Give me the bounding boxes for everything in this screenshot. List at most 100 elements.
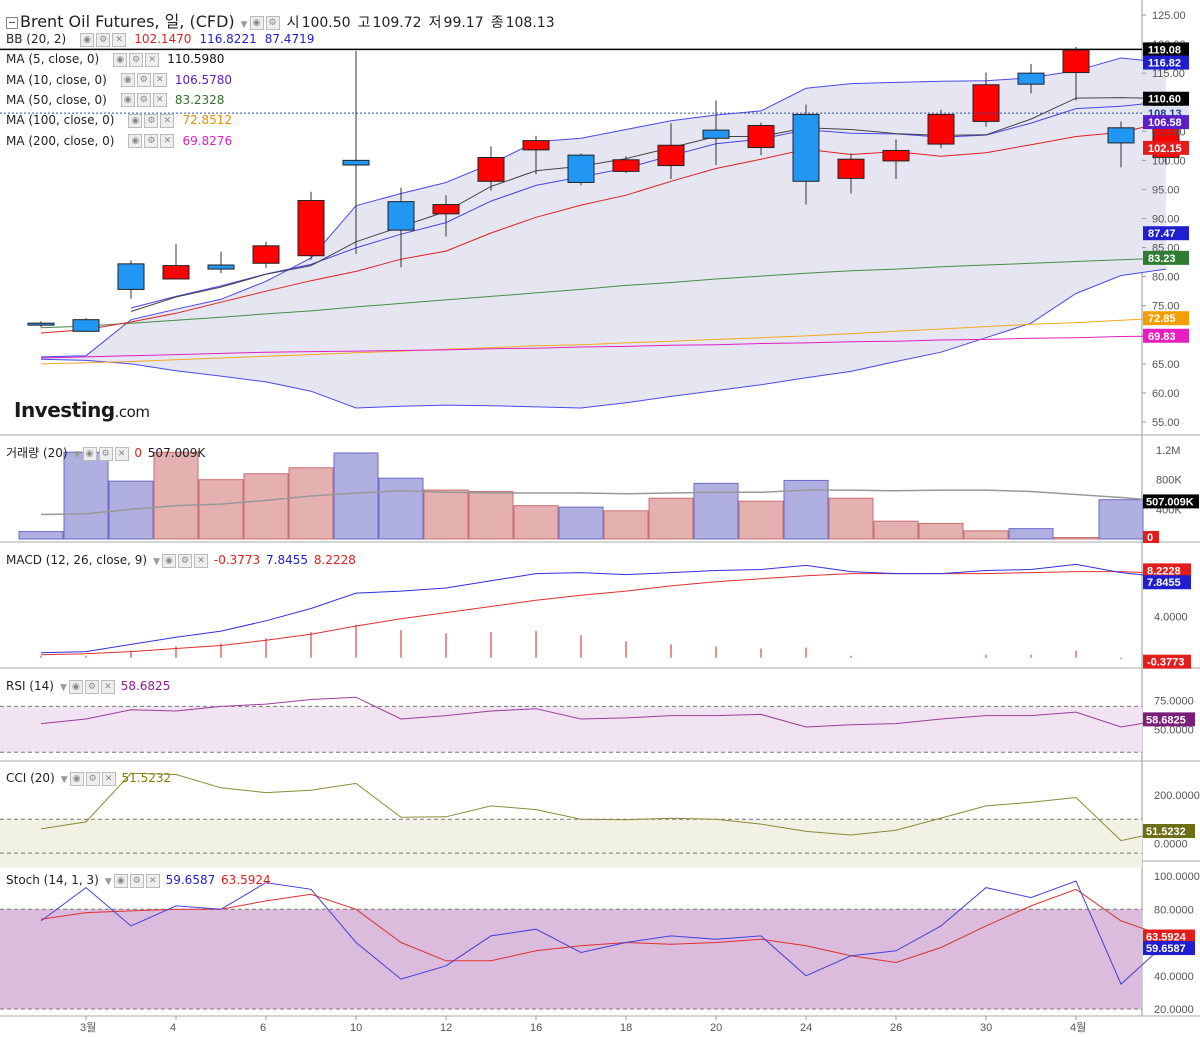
volume-label: 거래량 (20) xyxy=(6,446,68,460)
time-tick-label: 24 xyxy=(800,1022,812,1034)
price-axis-badge xyxy=(1143,250,1189,265)
time-tick-label: 16 xyxy=(530,1022,542,1034)
rsi-tick-label: 75.0000 xyxy=(1154,696,1194,708)
gear-icon[interactable]: ⚙ xyxy=(129,873,144,888)
volume-legend: 거래량 (20) ▼ ◉ ⚙ ✕ 0 507.009K xyxy=(6,444,207,461)
gear-icon[interactable]: ⚙ xyxy=(136,93,151,108)
stoch-d-line xyxy=(40,888,1167,964)
time-tick-label: 20 xyxy=(710,1022,722,1034)
close-icon[interactable]: ✕ xyxy=(160,113,175,128)
cci-legend: CCI (20) ▼ ◉ ⚙ ✕ 51.5232 xyxy=(6,771,173,786)
volume-value-b: 507.009K xyxy=(147,446,206,460)
price-axis-badge xyxy=(1143,55,1189,70)
candle-body xyxy=(522,140,550,151)
volume-bar xyxy=(603,510,649,540)
gear-icon[interactable]: ⚙ xyxy=(136,73,151,88)
stoch-badge xyxy=(1143,941,1195,956)
low-label: 저 xyxy=(428,15,442,31)
indicator-label: BB (20, 2) xyxy=(6,32,67,46)
price-axis-badge xyxy=(1143,140,1189,155)
volume-bar xyxy=(558,506,604,540)
volume-zero-text: 0 xyxy=(1147,532,1153,544)
collapse-icon[interactable] xyxy=(6,16,18,29)
gear-icon[interactable]: ⚙ xyxy=(129,52,144,67)
volume-bar xyxy=(468,491,514,540)
indicator-label: MA (100, close, 0) xyxy=(6,113,115,128)
indicator-value: 83.2328 xyxy=(174,92,225,107)
price-axis-badge xyxy=(1143,226,1189,241)
eye-icon[interactable]: ◉ xyxy=(128,134,143,148)
eye-icon[interactable]: ◉ xyxy=(68,679,83,694)
stoch-band xyxy=(0,909,1142,1009)
close-icon[interactable]: ✕ xyxy=(145,52,160,67)
indicator-row: MA (100, close, 0) ◉ ⚙ ✕ 72.8512 xyxy=(6,113,234,128)
stoch-k-line xyxy=(40,880,1167,985)
gear-icon[interactable]: ⚙ xyxy=(85,771,100,786)
candle-body xyxy=(1062,49,1090,74)
gear-icon[interactable]: ⚙ xyxy=(84,679,99,694)
price-axis-badge xyxy=(1143,115,1189,130)
eye-icon[interactable]: ◉ xyxy=(113,873,128,888)
macd-badge xyxy=(1143,575,1191,590)
chevron-down-icon[interactable]: ▼ xyxy=(240,20,248,30)
price-tick-label: 125.00 xyxy=(1152,10,1186,22)
macd-signal-line xyxy=(40,571,1167,656)
price-axis-badge-text: 110.60 xyxy=(1148,94,1181,106)
time-tick-label: 6 xyxy=(260,1022,266,1034)
candle-body xyxy=(297,199,325,257)
stoch-badge-text: 63.5924 xyxy=(1146,932,1187,944)
eye-icon[interactable]: ◉ xyxy=(120,93,135,108)
volume-bar xyxy=(783,479,829,540)
close-icon[interactable]: ✕ xyxy=(160,134,175,148)
volume-bar xyxy=(333,452,379,540)
eye-icon[interactable]: ◉ xyxy=(113,52,128,67)
eye-icon[interactable]: ◉ xyxy=(82,446,97,461)
close-icon[interactable]: ✕ xyxy=(152,93,167,108)
chevron-down-icon[interactable]: ▼ xyxy=(153,557,161,567)
volume-bar xyxy=(153,451,199,540)
close-icon[interactable]: ✕ xyxy=(100,679,115,694)
price-axis-badge-text: 116.82 xyxy=(1148,58,1181,70)
chevron-down-icon[interactable]: ▼ xyxy=(60,775,68,785)
indicator-value: 72.8512 xyxy=(182,113,233,128)
gear-icon[interactable]: ⚙ xyxy=(144,134,159,148)
volume-bar xyxy=(513,505,559,540)
cci-line xyxy=(40,772,1167,842)
close-icon[interactable]: ✕ xyxy=(101,771,116,786)
gear-icon[interactable]: ⚙ xyxy=(96,32,111,47)
close-icon[interactable]: ✕ xyxy=(145,873,160,888)
gear-icon[interactable]: ⚙ xyxy=(265,15,280,30)
rsi-badge-text: 58.6825 xyxy=(1146,714,1186,726)
volume-bar xyxy=(1098,499,1144,540)
open-label: 시 xyxy=(286,15,300,31)
eye-icon[interactable]: ◉ xyxy=(80,32,95,47)
close-icon[interactable]: ✕ xyxy=(114,446,129,461)
close-label: 종 xyxy=(490,15,504,31)
cci-band xyxy=(0,819,1142,868)
chevron-down-icon[interactable]: ▼ xyxy=(59,683,67,693)
eye-icon[interactable]: ◉ xyxy=(120,73,135,88)
bb-basis-line xyxy=(40,121,1167,334)
logo-main: Investing xyxy=(14,398,115,422)
chevron-down-icon[interactable]: ▼ xyxy=(104,877,112,887)
indicator-row: MA (50, close, 0) ◉ ⚙ ✕ 83.2328 xyxy=(6,93,226,108)
eye-icon[interactable]: ◉ xyxy=(128,113,143,128)
close-icon[interactable]: ✕ xyxy=(194,553,209,568)
volume-ma-line xyxy=(40,489,1167,516)
gear-icon[interactable]: ⚙ xyxy=(178,553,193,568)
volume-bar xyxy=(648,497,694,540)
candle-body xyxy=(27,322,55,326)
chevron-down-icon[interactable]: ▼ xyxy=(73,450,81,460)
gear-icon[interactable]: ⚙ xyxy=(144,113,159,128)
eye-icon[interactable]: ◉ xyxy=(249,15,264,30)
close-icon[interactable]: ✕ xyxy=(112,32,127,47)
eye-icon[interactable]: ◉ xyxy=(69,771,84,786)
volume-value-a: 0 xyxy=(134,446,142,460)
stoch-label: Stoch (14, 1, 3) xyxy=(6,873,99,887)
gear-icon[interactable]: ⚙ xyxy=(98,446,113,461)
macd-tick-label: 4.0000 xyxy=(1154,612,1188,624)
price-axis-badge-text: 72.85 xyxy=(1148,313,1176,325)
close-icon[interactable]: ✕ xyxy=(152,73,167,88)
eye-icon[interactable]: ◉ xyxy=(162,553,177,568)
